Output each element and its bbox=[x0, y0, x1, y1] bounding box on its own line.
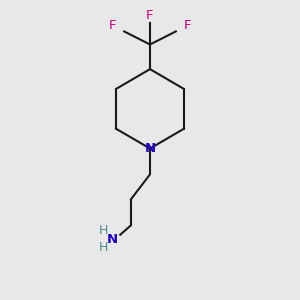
Text: F: F bbox=[183, 19, 191, 32]
Text: F: F bbox=[109, 19, 117, 32]
Text: F: F bbox=[146, 9, 154, 22]
Text: H: H bbox=[98, 224, 108, 237]
Text: N: N bbox=[106, 233, 118, 246]
Text: N: N bbox=[144, 142, 156, 155]
Text: H: H bbox=[98, 241, 108, 254]
